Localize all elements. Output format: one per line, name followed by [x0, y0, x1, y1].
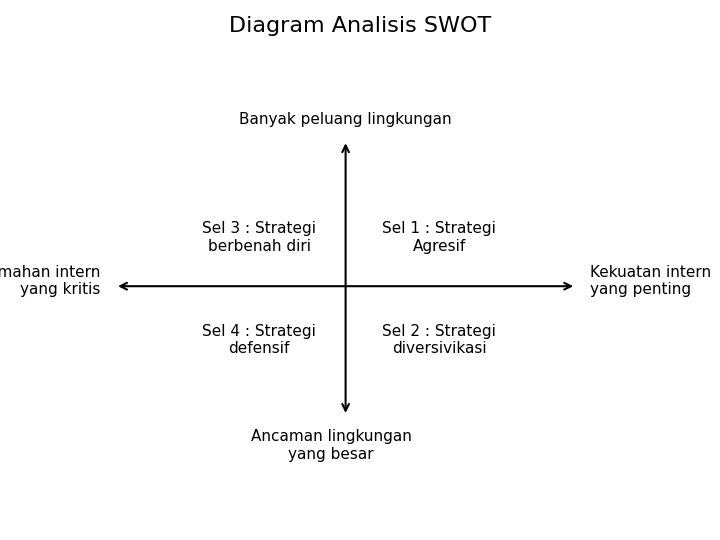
Text: Ancaman lingkungan
yang besar: Ancaman lingkungan yang besar — [251, 429, 412, 462]
Text: Sel 3 : Strategi
berbenah diri: Sel 3 : Strategi berbenah diri — [202, 221, 316, 254]
Text: Diagram Analisis SWOT: Diagram Analisis SWOT — [229, 16, 491, 36]
Text: Sel 4 : Strategi
defensif: Sel 4 : Strategi defensif — [202, 324, 316, 356]
Text: Kelemahan intern
yang kritis: Kelemahan intern yang kritis — [0, 265, 101, 297]
Text: Kekuatan intern
yang penting: Kekuatan intern yang penting — [590, 265, 711, 297]
Text: Sel 2 : Strategi
diversivikasi: Sel 2 : Strategi diversivikasi — [382, 324, 496, 356]
Text: Banyak peluang lingkungan: Banyak peluang lingkungan — [239, 112, 452, 127]
Text: Sel 1 : Strategi
Agresif: Sel 1 : Strategi Agresif — [382, 221, 496, 254]
